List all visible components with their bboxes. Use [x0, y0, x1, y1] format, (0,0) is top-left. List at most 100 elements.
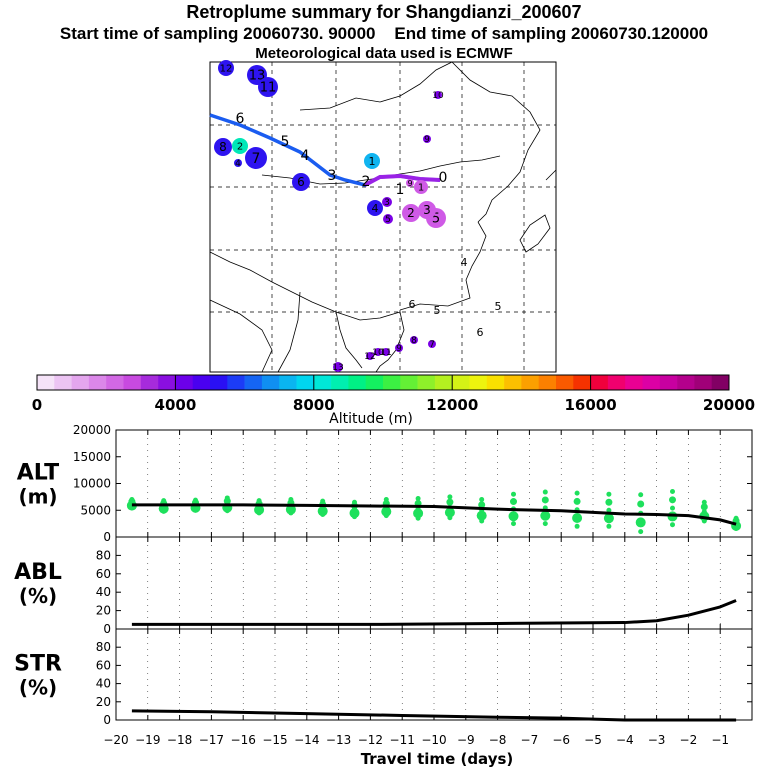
- map-frame: [209, 61, 557, 373]
- trajectory-marker: 10: [432, 91, 444, 101]
- x-tick-label: −1: [711, 733, 729, 747]
- altitude-scatter-point: [573, 497, 581, 505]
- altitude-colorbar: 0 4000 8000 12000 16000 20000 Altitude (m): [32, 374, 755, 427]
- trajectory-marker: 3: [418, 201, 436, 219]
- map-coastline: [209, 299, 273, 373]
- colorbar-tick-label: 8000: [293, 396, 335, 414]
- colorbar-swatch: [625, 375, 643, 390]
- trajectory-marker: 7: [428, 340, 436, 350]
- trajectory-marker-label: 12: [220, 64, 233, 75]
- trajectory-marker-dot: [366, 352, 374, 360]
- panel-ylabel-unit: (%): [19, 584, 57, 608]
- altitude-scatter-point: [320, 498, 326, 504]
- colorbar-tick-label: 0: [32, 396, 42, 414]
- colorbar-swatch: [140, 375, 159, 390]
- trajectory-marker-label: 9: [424, 135, 430, 145]
- altitude-scatter-point: [670, 489, 675, 495]
- altitude-scatter-point: [476, 510, 487, 521]
- altitude-scatter-point: [605, 498, 613, 506]
- colorbar-swatch: [400, 375, 418, 390]
- x-tick-label: −7: [521, 733, 539, 747]
- trajectory-marker: 6: [409, 298, 416, 311]
- colorbar-swatch: [642, 375, 661, 390]
- y-tick-label: 60: [96, 567, 111, 581]
- trajectory-marker-label: 4: [235, 159, 241, 169]
- trajectory-marker: 9: [423, 135, 431, 145]
- mean-trajectory-recent: [364, 173, 441, 187]
- trajectory-day-label: 4: [301, 148, 310, 164]
- colorbar-swatch: [331, 375, 349, 390]
- colorbar-tick-label: 4000: [155, 396, 197, 414]
- trajectory-marker: 9: [406, 179, 414, 188]
- y-tick-label: 0: [103, 622, 111, 636]
- trajectory-marker-dot: [245, 147, 267, 169]
- colorbar-swatch: [452, 375, 470, 390]
- x-tick-label: −15: [262, 733, 287, 747]
- colorbar-swatch: [244, 375, 263, 390]
- altitude-scatter-point: [606, 507, 612, 513]
- trajectory-marker-label: 13: [332, 363, 343, 373]
- trajectory-marker-dot: [218, 60, 234, 76]
- trajectory-day-label: 1: [396, 182, 405, 198]
- trajectory-marker-dot: [382, 348, 390, 356]
- altitude-scatter-point: [542, 489, 548, 495]
- colorbar-swatch: [659, 375, 678, 390]
- map-coastline: [335, 311, 363, 369]
- colorbar-swatch: [383, 375, 401, 390]
- trajectory-marker-label: 4: [372, 202, 379, 215]
- x-axis-label: Travel time (days): [361, 750, 514, 768]
- x-tick-label: −9: [457, 733, 475, 747]
- trajectory-marker-label: 10: [372, 348, 384, 358]
- trajectory-marker: 8: [410, 336, 418, 346]
- altitude-scatter-point: [541, 496, 549, 504]
- trajectory-marker-label: 4: [461, 256, 468, 269]
- trajectory-marker: 13: [332, 362, 344, 373]
- trajectory-marker-dot: [434, 91, 442, 99]
- trajectory-day-label: 6: [236, 111, 245, 127]
- trajectory-marker-label: 6: [409, 298, 416, 311]
- trajectory-marker-dot: [423, 135, 431, 143]
- panel-str: 0 20 40 60 80 STR(%): [14, 628, 753, 727]
- altitude-scatter-point: [193, 497, 198, 503]
- colorbar-swatch: [504, 375, 522, 390]
- x-tick-label: −14: [294, 733, 319, 747]
- chart-title: Retroplume summary for Shangdianzi_20060…: [186, 2, 582, 22]
- trajectory-marker: 7: [245, 147, 267, 169]
- altitude-scatter-point: [638, 529, 644, 535]
- trajectory-marker-dot: [402, 204, 420, 222]
- colorbar-swatch: [348, 375, 366, 390]
- altitude-scatter-point: [733, 515, 739, 521]
- trajectory-marker-label: 8: [219, 140, 227, 154]
- trajectory-marker-dot: [395, 344, 403, 352]
- altitude-scatter-point: [574, 490, 580, 496]
- trajectory-marker: 4: [461, 256, 468, 269]
- altitude-scatter-point: [352, 499, 357, 505]
- trajectory-marker-label: 12: [364, 352, 375, 362]
- altitude-scatter-point: [447, 494, 453, 500]
- map-coastline: [519, 214, 551, 253]
- trajectory-marker-label: 8: [411, 336, 417, 346]
- map-coastline: [375, 311, 405, 373]
- trajectory-marker-label: 3: [384, 198, 390, 208]
- x-tick-label: −17: [199, 733, 224, 747]
- colorbar-swatch: [556, 375, 574, 390]
- trajectory-marker: 2: [232, 138, 248, 154]
- trajectory-marker-label: 11: [380, 348, 391, 358]
- colorbar-swatch: [486, 375, 505, 390]
- colorbar-swatch: [210, 375, 228, 390]
- trajectory-marker-dot: [367, 200, 383, 216]
- altitude-scatter-point: [638, 492, 644, 498]
- trajectory-marker: 1: [364, 153, 380, 169]
- map-coastline: [209, 251, 401, 321]
- trajectory-marker-dot: [232, 138, 248, 154]
- trajectory-marker-label: 7: [252, 151, 261, 167]
- altitude-scatter-point: [572, 513, 583, 524]
- trajectory-marker-dot: [382, 197, 392, 207]
- colorbar-swatch: [521, 375, 539, 390]
- map-coastline: [299, 61, 453, 111]
- x-tick-label: −6: [552, 733, 570, 747]
- altitude-scatter-point: [670, 522, 675, 528]
- altitude-scatter-point: [700, 503, 708, 511]
- y-tick-label: 20: [96, 604, 111, 618]
